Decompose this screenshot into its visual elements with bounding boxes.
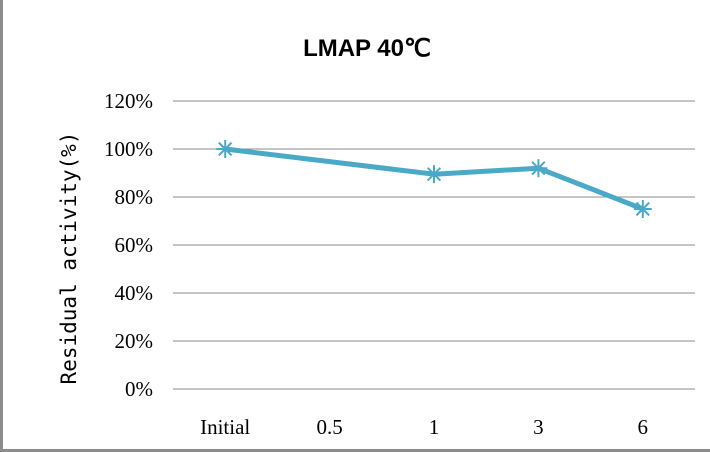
y-tick-label: 100%: [104, 137, 153, 161]
y-tick-label: 40%: [115, 281, 154, 305]
y-tick-label: 60%: [115, 233, 154, 257]
y-tick-label: 80%: [115, 185, 154, 209]
series-line: [222, 146, 646, 212]
data-point-marker: [529, 159, 548, 178]
y-axis-label: Residual activity(%): [57, 132, 81, 385]
x-tick-label: 1: [429, 415, 440, 439]
chart-title: LMAP 40℃: [303, 35, 431, 62]
data-point-marker: [425, 165, 443, 184]
y-tick-label: 0%: [125, 377, 153, 401]
data-point-marker: [633, 200, 652, 218]
line-chart: LMAP 40℃ 0% 20% 40% 60% 80% 100% 120% Initial 0…: [57, 35, 695, 439]
series-layer: [216, 140, 652, 218]
data-point-marker: [216, 140, 235, 158]
x-axis-ticks: Initial 0.5 1 3 6: [200, 415, 648, 439]
y-tick-label: 20%: [115, 329, 154, 353]
x-tick-label: 6: [638, 415, 649, 439]
x-tick-label: Initial: [200, 415, 250, 439]
y-axis-ticks: 0% 20% 40% 60% 80% 100% 120%: [104, 89, 153, 401]
x-tick-label: 3: [533, 415, 544, 439]
x-tick-label: 0.5: [316, 415, 342, 439]
y-tick-label: 120%: [104, 89, 153, 113]
gridlines: [173, 100, 695, 390]
